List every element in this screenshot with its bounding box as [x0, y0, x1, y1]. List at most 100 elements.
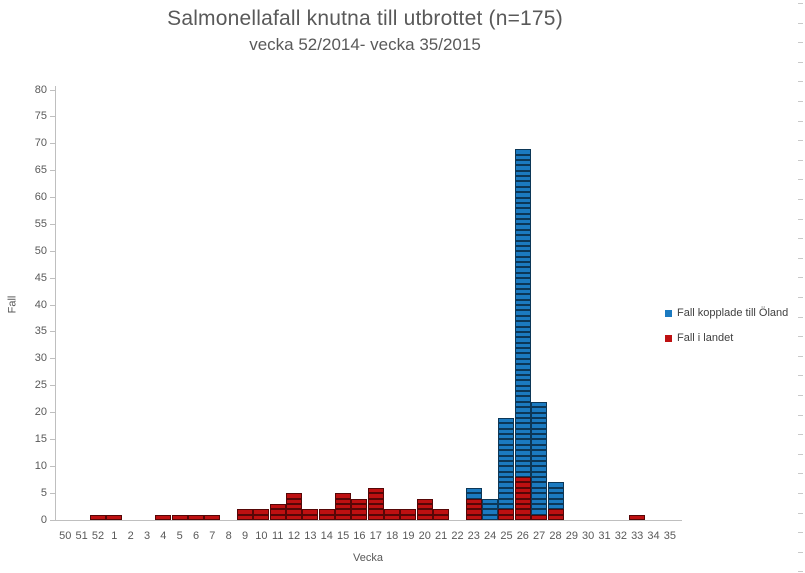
bar-segment-landet	[515, 493, 531, 499]
bar-segment-oland	[498, 417, 514, 424]
bar-segment-oland	[531, 487, 547, 494]
y-tick-mark	[50, 358, 55, 360]
bar-segment-oland	[548, 498, 564, 504]
bar-segment-landet	[515, 498, 531, 504]
bar-segment-oland	[498, 444, 514, 451]
bar-segment-oland	[515, 294, 531, 300]
x-tick-label: 13	[304, 530, 317, 542]
right-edge-tick	[798, 336, 803, 338]
bar-segment-oland	[498, 482, 514, 488]
bar-segment-oland	[515, 213, 531, 219]
legend-item: Fall i landet	[665, 332, 788, 344]
bar-segment-oland	[515, 240, 531, 246]
bar-week-28	[548, 482, 564, 520]
bar-segment-landet	[270, 509, 286, 515]
bar-segment-oland	[531, 471, 547, 477]
bar-segment-oland	[482, 498, 498, 504]
x-tick-label: 52	[91, 530, 105, 542]
bar-segment-oland	[515, 369, 531, 375]
bar-segment-oland	[498, 455, 514, 461]
legend-swatch	[665, 334, 672, 342]
bar-week-16	[351, 498, 367, 520]
bar-segment-landet	[351, 509, 367, 515]
bar-segment-oland	[515, 272, 531, 279]
x-tick-label: 1	[111, 530, 118, 542]
bar-week-20	[417, 498, 433, 520]
bar-segment-landet	[548, 509, 564, 515]
y-tick-mark	[50, 116, 55, 118]
bar-segment-oland	[515, 455, 531, 461]
bar-segment-oland	[531, 455, 547, 461]
bar-segment-oland	[531, 466, 547, 472]
bar-segment-oland	[531, 439, 547, 445]
right-edge-tick	[798, 277, 803, 279]
bar-segment-oland	[515, 412, 531, 418]
bar-segment-landet	[384, 514, 400, 520]
bar-week-52	[90, 514, 106, 520]
bar-segment-oland	[548, 482, 564, 488]
x-tick-label: 51	[75, 530, 88, 542]
bar-segment-oland	[531, 407, 547, 413]
bar-week-33	[629, 514, 645, 520]
bar-segment-landet	[466, 509, 482, 515]
bar-segment-oland	[498, 450, 514, 456]
bar-segment-oland	[515, 202, 531, 209]
x-tick-label: 17	[369, 530, 382, 542]
bar-segment-landet	[515, 487, 531, 494]
bar-segment-oland	[515, 423, 531, 429]
y-tick-mark	[50, 492, 55, 494]
bar-segment-landet	[368, 493, 384, 499]
bar-segment-oland	[531, 477, 547, 483]
bar-segment-landet	[498, 509, 514, 515]
right-edge-tick	[798, 159, 803, 161]
right-edge-tick	[798, 571, 803, 573]
bar-segment-oland	[531, 450, 547, 456]
bar-segment-oland	[515, 159, 531, 166]
bar-segment-oland	[515, 165, 531, 171]
right-edge-tick	[798, 473, 803, 475]
bar-segment-oland	[531, 428, 547, 434]
bar-segment-landet	[319, 514, 335, 520]
x-tick-label: 27	[533, 530, 546, 542]
bar-segment-landet	[515, 477, 531, 483]
bar-week-18	[384, 509, 400, 520]
bar-week-26	[515, 149, 531, 520]
bar-segment-landet	[515, 509, 531, 515]
right-edge-tick	[798, 120, 803, 122]
bar-segment-oland	[482, 509, 498, 515]
y-tick-label: 60	[34, 191, 47, 203]
chart-title: Salmonellafall knutna till utbrottet (n=…	[167, 7, 563, 30]
bar-segment-oland	[515, 434, 531, 440]
bar-segment-landet	[417, 509, 433, 515]
bar-segment-oland	[482, 514, 498, 520]
bar-segment-landet	[90, 514, 106, 520]
right-edge-tick	[798, 257, 803, 259]
bar-week-27	[531, 401, 547, 520]
x-tick-label: 50	[59, 530, 72, 542]
y-tick-label: 80	[34, 83, 47, 96]
right-edge-tick	[798, 140, 803, 142]
bar-segment-oland	[515, 305, 531, 311]
right-edge-tick	[798, 199, 803, 200]
bar-segment-landet	[368, 487, 384, 494]
bar-week-10	[253, 509, 269, 520]
right-edge-tick	[798, 355, 803, 357]
bar-segment-landet	[531, 514, 547, 520]
x-tick-label: 19	[402, 530, 415, 542]
y-tick-mark	[50, 143, 55, 145]
bar-segment-landet	[368, 498, 384, 504]
y-tick-mark	[50, 250, 55, 252]
bar-segment-oland	[515, 278, 531, 284]
right-edge-tick	[798, 297, 803, 298]
bar-week-14	[319, 509, 335, 520]
bar-week-13	[302, 509, 318, 520]
bar-segment-landet	[286, 498, 302, 504]
bar-week-9	[237, 509, 253, 520]
bar-segment-oland	[466, 487, 482, 494]
right-edge-tick	[798, 414, 803, 416]
bar-week-17	[368, 487, 384, 520]
right-edge-tick	[798, 218, 803, 220]
x-tick-label: 34	[647, 530, 660, 542]
chart-title-block: Salmonellafall knutna till utbrottet (n=…	[0, 7, 730, 55]
